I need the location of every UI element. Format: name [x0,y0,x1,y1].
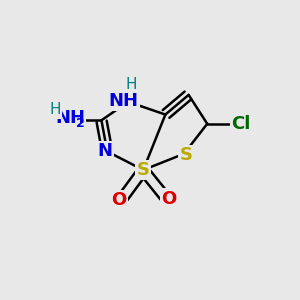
Text: H: H [49,102,61,117]
Text: S: S [180,146,193,164]
Text: NH: NH [109,92,139,110]
Text: N: N [98,142,112,160]
Text: H: H [126,77,137,92]
Text: S: S [137,161,150,179]
Text: O: O [161,190,176,208]
Text: O: O [111,191,127,209]
Text: NH: NH [55,109,85,127]
Text: Cl: Cl [231,115,250,133]
Text: 2: 2 [76,117,85,130]
